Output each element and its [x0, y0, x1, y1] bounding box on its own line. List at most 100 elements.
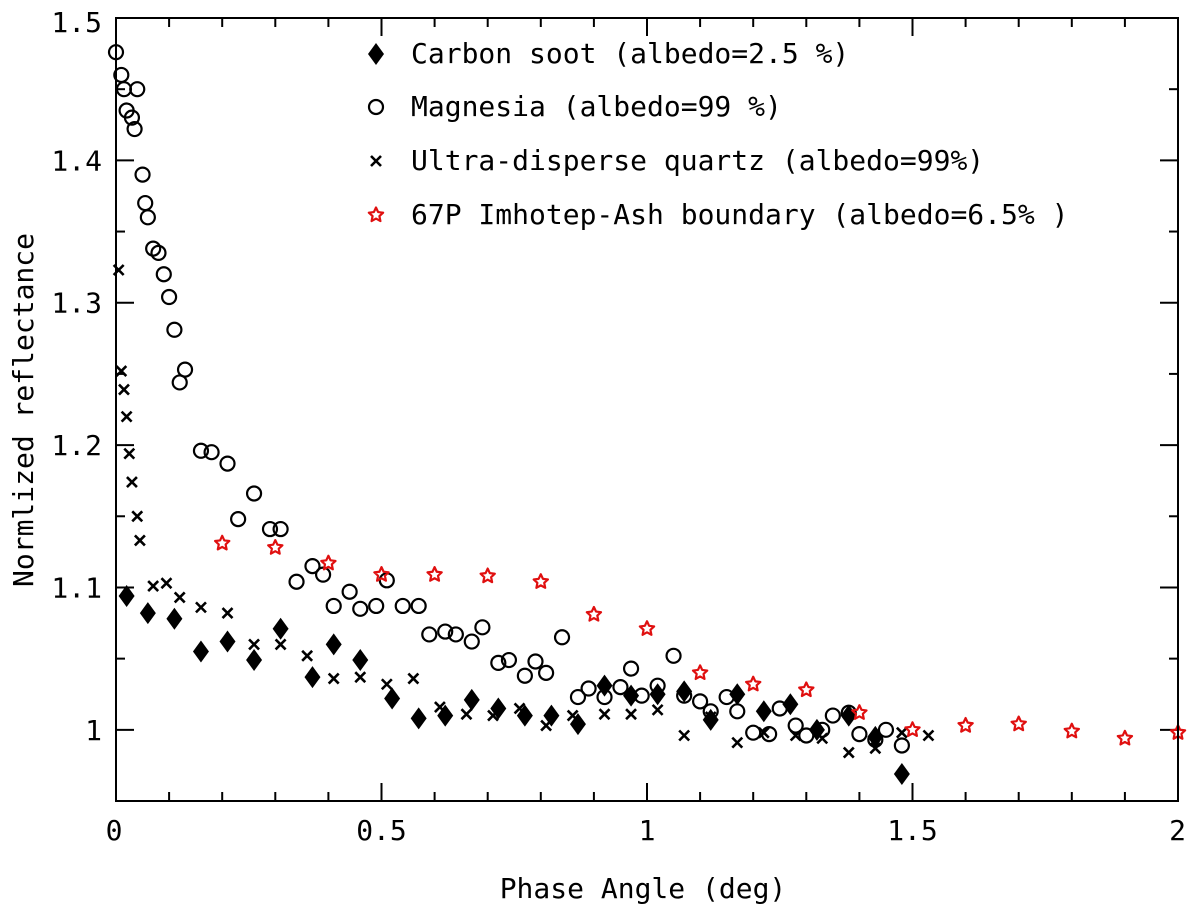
quartz-point: [598, 708, 611, 721]
series-quartz: [112, 264, 935, 759]
imhotep-ash-point: [691, 664, 709, 681]
legend-label: Carbon soot (albedo=2.5 %): [411, 37, 849, 70]
quartz-point: [731, 736, 744, 749]
quartz-point: [566, 709, 579, 722]
carbon-soot-point: [893, 762, 910, 785]
imhotep-ash-point: [957, 716, 974, 733]
quartz-point: [407, 672, 420, 685]
quartz-point: [704, 711, 717, 723]
imhotep-ash-point: [479, 567, 496, 584]
magnesia-point: [230, 511, 247, 528]
magnesia-point: [622, 660, 640, 677]
magnesia-point: [729, 703, 746, 720]
magnesia-point: [341, 583, 358, 600]
magnesia-point: [161, 288, 178, 306]
magnesia-point: [718, 688, 735, 706]
quartz-point: [678, 729, 691, 742]
quartz-point: [513, 702, 526, 715]
magnesia-point: [490, 654, 507, 672]
legend-marker-quartz: [370, 155, 382, 167]
magnesia-point: [771, 700, 788, 717]
quartz-point: [460, 708, 473, 721]
magnesia-point: [569, 688, 587, 706]
imhotep-ash-point: [1010, 715, 1027, 732]
legend-label: 67P Imhotep-Ash boundary (albedo=6.5% ): [411, 198, 1068, 231]
magnesia-point: [580, 680, 597, 697]
quartz-point: [842, 746, 855, 759]
magnesia-point: [633, 687, 650, 704]
legend: Carbon soot (albedo=2.5 %) Magnesia (albe…: [367, 37, 1068, 231]
magnesia-point: [447, 626, 464, 643]
imhotep-ash-point: [532, 573, 550, 589]
quartz-point: [895, 726, 908, 739]
quartz-point: [221, 607, 234, 619]
carbon-soot-point: [192, 640, 209, 663]
quartz-point: [433, 701, 446, 713]
magnesia-point: [245, 485, 263, 502]
carbon-soot-point: [676, 680, 693, 703]
magnesia-point: [500, 651, 518, 669]
x-tick-label: 2: [1169, 814, 1186, 847]
carbon-soot-point: [543, 704, 560, 727]
quartz-point: [120, 410, 133, 423]
magnesia-point: [394, 597, 411, 615]
quartz-point: [301, 649, 314, 662]
carbon-soot-point: [118, 584, 135, 607]
x-tick-labels: 0 0.5 1 1.5 2: [106, 814, 1186, 847]
imhotep-ash-point: [267, 538, 284, 555]
quartz-point: [789, 729, 802, 742]
magnesia-point: [192, 442, 210, 459]
plot-frame: [115, 17, 1179, 802]
carbon-soot-point: [410, 707, 427, 730]
imhotep-ash-point: [585, 605, 603, 622]
carbon-soot-point: [325, 633, 342, 656]
quartz-point: [757, 726, 770, 739]
magnesia-point: [272, 520, 289, 538]
y-tick-labels: 1 1.1 1.2 1.3 1.4 1.5: [51, 6, 102, 747]
carbon-soot-point: [352, 649, 369, 672]
imhotep-ash-point: [213, 534, 231, 551]
magnesia-point: [325, 597, 342, 615]
y-tick-label: 1.4: [51, 144, 102, 177]
magnesia-point: [437, 623, 454, 640]
magnesia-point: [612, 679, 629, 696]
magnesia-point: [304, 557, 321, 575]
imhotep-ash-point: [1063, 722, 1081, 739]
quartz-point: [327, 672, 340, 685]
imhotep-ash-point: [851, 704, 868, 720]
imhotep-ash-point: [426, 566, 443, 582]
series-imhotep-ash: [213, 534, 1187, 746]
quartz-point: [651, 703, 664, 716]
magnesia-point: [877, 721, 895, 738]
legend-marker-carbon-soot: [368, 43, 384, 65]
magnesia-point: [527, 653, 544, 670]
y-tick-label: 1: [85, 714, 102, 747]
y-axis-title: Normlized reflectance: [7, 233, 40, 587]
quartz-point: [131, 510, 144, 523]
x-tick-label: 0: [106, 814, 123, 847]
carbon-soot-point: [304, 666, 321, 689]
quartz-point: [274, 638, 287, 651]
magnesia-point: [410, 597, 427, 615]
magnesia-point: [134, 166, 151, 183]
quartz-point: [118, 383, 130, 396]
carbon-soot-point: [384, 687, 401, 710]
legend-marker-magnesia: [367, 98, 385, 116]
x-tick-label: 1: [639, 814, 656, 847]
magnesia-point: [176, 361, 194, 378]
magnesia-point: [219, 455, 236, 472]
quartz-point: [115, 365, 128, 377]
carbon-soot-point: [463, 688, 480, 711]
imhotep-ash-point: [1116, 729, 1134, 746]
carbon-soot-point: [272, 617, 289, 640]
quartz-point: [133, 534, 146, 547]
magnesia-point: [123, 109, 141, 126]
carbon-soot-point: [139, 602, 156, 625]
series-magnesia: [107, 44, 910, 754]
quartz-point: [922, 729, 935, 742]
legend-marker-imhotep-ash: [367, 206, 385, 223]
magnesia-point: [851, 725, 868, 743]
y-tick-label: 1.2: [51, 429, 102, 462]
